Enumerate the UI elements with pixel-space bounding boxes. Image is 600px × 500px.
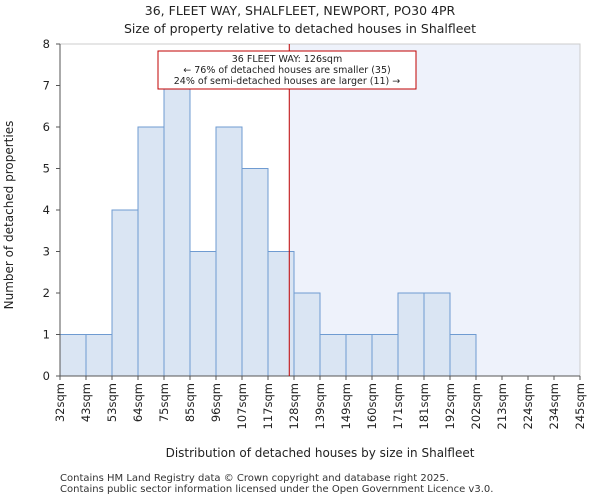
y-tick-label-0: 0 [43, 369, 50, 383]
y-tick-label-8: 8 [43, 37, 50, 51]
bar-160sqm [371, 334, 399, 377]
bar-64sqm [137, 126, 165, 377]
bar-171sqm [397, 292, 425, 377]
chart-title: 36, FLEET WAY, SHALFLEET, NEWPORT, PO30 … [144, 3, 456, 18]
annotation-line-2: ← 76% of detached houses are smaller (35… [183, 65, 390, 76]
y-tick-label-5: 5 [43, 162, 50, 176]
x-tick-label-32sqm: 32sqm [53, 383, 67, 422]
bar-139sqm [319, 334, 347, 377]
bar-43sqm [85, 334, 113, 377]
annotation-line-3: 24% of semi-detached houses are larger (… [174, 76, 401, 87]
attribution-line-2: Contains public sector information licen… [60, 484, 494, 495]
bar-75sqm [163, 85, 191, 377]
annotation-box [157, 50, 417, 90]
x-tick-label-53sqm: 53sqm [105, 383, 119, 422]
x-tick-label-192sqm: 192sqm [443, 383, 457, 429]
x-tick-label-75sqm: 75sqm [157, 383, 171, 422]
x-tick-label-213sqm: 213sqm [495, 383, 509, 429]
x-tick-label-160sqm: 160sqm [365, 383, 379, 429]
bar-181sqm [423, 292, 451, 377]
y-tick-label-4: 4 [43, 203, 50, 217]
x-tick-label-43sqm: 43sqm [79, 383, 93, 422]
bar-192sqm [449, 334, 477, 377]
x-tick-label-171sqm: 171sqm [391, 383, 405, 429]
x-tick-label-224sqm: 224sqm [521, 383, 535, 429]
y-tick-label-1: 1 [43, 328, 50, 342]
y-axis-label: Number of detached properties [2, 121, 16, 310]
x-tick-label-64sqm: 64sqm [131, 383, 145, 422]
bar-53sqm [111, 209, 139, 377]
bar-128sqm [293, 292, 321, 377]
x-tick-label-117sqm: 117sqm [261, 383, 275, 429]
x-tick-label-202sqm: 202sqm [469, 383, 483, 429]
y-tick-label-6: 6 [43, 120, 50, 134]
bar-96sqm [215, 126, 243, 377]
x-tick-label-181sqm: 181sqm [417, 383, 431, 429]
chart-subtitle: Size of property relative to detached ho… [123, 21, 477, 36]
y-tick-label-7: 7 [43, 79, 50, 93]
x-tick-label-107sqm: 107sqm [235, 383, 249, 429]
y-tick-label-3: 3 [43, 245, 50, 259]
chart-title-block: 36, FLEET WAY, SHALFLEET, NEWPORT, PO30 … [0, 2, 600, 38]
x-tick-label-96sqm: 96sqm [209, 383, 223, 422]
x-tick-label-128sqm: 128sqm [287, 383, 301, 429]
bar-149sqm [345, 334, 373, 377]
bar-107sqm [241, 168, 269, 377]
x-axis-label: Distribution of detached houses by size … [166, 446, 475, 460]
x-tick-label-245sqm: 245sqm [573, 383, 587, 429]
bar-32sqm [59, 334, 87, 377]
bar-85sqm [189, 251, 217, 377]
attribution-line-1: Contains HM Land Registry data © Crown c… [60, 473, 449, 484]
x-tick-label-85sqm: 85sqm [183, 383, 197, 422]
annotation-line-1: 36 FLEET WAY: 126sqm [232, 54, 342, 65]
x-tick-label-139sqm: 139sqm [313, 383, 327, 429]
x-tick-label-234sqm: 234sqm [547, 383, 561, 429]
x-tick-label-149sqm: 149sqm [339, 383, 353, 429]
y-tick-label-2: 2 [43, 286, 50, 300]
attribution: Contains HM Land Registry data © Crown c… [60, 473, 493, 495]
bar-117sqm [267, 251, 295, 377]
